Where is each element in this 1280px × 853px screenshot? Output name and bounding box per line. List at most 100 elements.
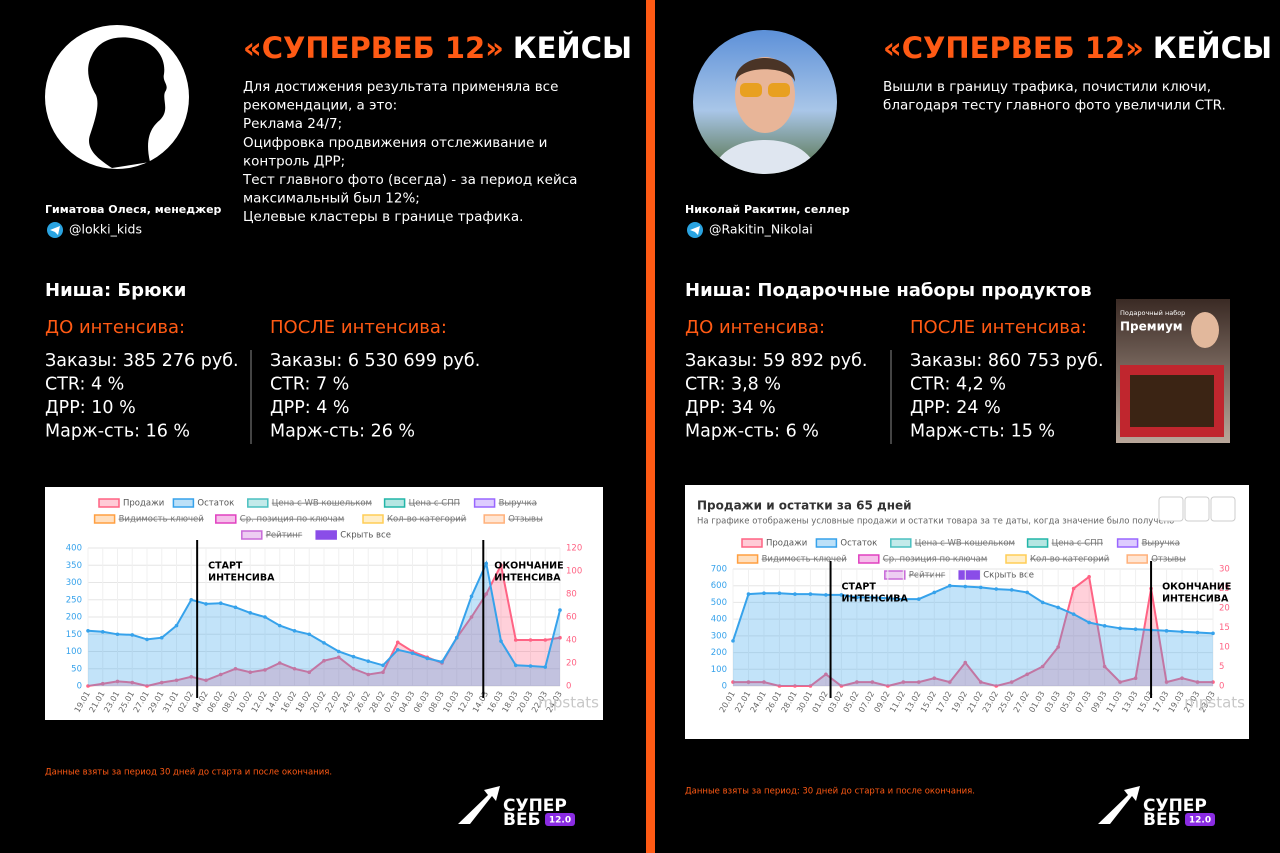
legend-swatch[interactable] bbox=[741, 538, 763, 548]
series-point bbox=[1025, 672, 1029, 677]
handle: @lokki_kids bbox=[69, 222, 142, 237]
legend-label[interactable]: Выручка bbox=[499, 499, 537, 509]
legend-swatch[interactable] bbox=[884, 570, 906, 580]
legend-swatch[interactable] bbox=[1126, 554, 1148, 564]
legend-swatch[interactable] bbox=[241, 530, 263, 540]
series-point bbox=[731, 680, 735, 684]
series-point bbox=[1180, 629, 1184, 634]
series-point bbox=[381, 670, 385, 674]
legend-label[interactable]: Кол-во категорий bbox=[1030, 555, 1109, 565]
y-tick-label: 300 bbox=[711, 631, 727, 641]
legend-label[interactable]: Скрыть все bbox=[983, 571, 1034, 581]
series-point bbox=[100, 630, 105, 634]
legend-label[interactable]: Цена с WB кошельком bbox=[272, 499, 372, 509]
chart-tool-button[interactable] bbox=[1210, 496, 1236, 522]
series-point bbox=[100, 681, 105, 686]
body-line: контроль ДРР; bbox=[243, 153, 345, 169]
legend-swatch[interactable] bbox=[247, 498, 269, 508]
legend-label[interactable]: Скрыть все bbox=[340, 531, 391, 541]
series-point bbox=[1211, 631, 1215, 636]
chart-tool-button[interactable] bbox=[1184, 496, 1210, 522]
legend-swatch[interactable] bbox=[1005, 554, 1027, 564]
logo-badge-text: 12.0 bbox=[1189, 816, 1211, 826]
legend-swatch[interactable] bbox=[315, 530, 337, 540]
legend-swatch[interactable] bbox=[93, 514, 116, 524]
series-point bbox=[978, 585, 983, 590]
legend-swatch[interactable] bbox=[98, 498, 120, 508]
y2-tick-label: 20 bbox=[566, 659, 577, 669]
series-point bbox=[762, 591, 766, 596]
legend-label[interactable]: Рейтинг bbox=[909, 571, 946, 581]
legend-label[interactable]: Продажи bbox=[123, 499, 164, 509]
legend-swatch[interactable] bbox=[1026, 538, 1049, 548]
annotation-text: ИНТЕНСИВА bbox=[842, 594, 909, 605]
legend-label[interactable]: Рейтинг bbox=[266, 531, 303, 541]
series-point bbox=[395, 647, 400, 652]
legend-label[interactable]: Остаток bbox=[840, 539, 877, 549]
series-point bbox=[469, 594, 474, 599]
watermark: mpstats bbox=[538, 694, 599, 712]
legend-swatch[interactable] bbox=[890, 538, 912, 548]
legend-swatch[interactable] bbox=[815, 538, 838, 548]
series-point bbox=[947, 583, 952, 588]
series-point bbox=[1087, 620, 1091, 625]
legend-label[interactable]: Выручка bbox=[1142, 539, 1180, 549]
person-name: Николай Ракитин, селлер bbox=[685, 203, 850, 216]
series-point bbox=[855, 680, 859, 684]
series-point bbox=[824, 672, 828, 677]
y-tick-label: 200 bbox=[66, 613, 82, 623]
series-point bbox=[248, 670, 253, 674]
legend-swatch[interactable] bbox=[383, 498, 406, 508]
y-tick-label: 600 bbox=[711, 581, 727, 591]
series-point bbox=[484, 592, 489, 596]
legend-swatch[interactable] bbox=[736, 554, 759, 564]
legend-label[interactable]: Цена с СПП bbox=[1052, 539, 1103, 549]
legend-label[interactable]: Цена с СПП bbox=[409, 499, 460, 509]
series-point bbox=[1009, 680, 1014, 684]
stats-line: Марж-сть: 15 % bbox=[910, 422, 1055, 442]
series-point bbox=[204, 602, 208, 606]
legend-label[interactable]: Отзывы bbox=[508, 515, 543, 525]
legend-label[interactable]: Кол-во категорий bbox=[387, 515, 466, 525]
series-point bbox=[218, 672, 223, 677]
stats-line: CTR: 4,2 % bbox=[910, 375, 1006, 395]
legend-swatch[interactable] bbox=[172, 498, 195, 508]
legend-label[interactable]: Видимость ключей bbox=[762, 555, 847, 565]
y-tick-label: 350 bbox=[66, 561, 82, 571]
series-point bbox=[932, 590, 937, 595]
series-point bbox=[381, 663, 385, 668]
legend-swatch[interactable] bbox=[362, 514, 384, 524]
legend-label[interactable]: Цена с WB кошельком bbox=[915, 539, 1015, 549]
legend-label[interactable]: Видимость ключей bbox=[119, 515, 204, 525]
y2-tick-label: 30 bbox=[1219, 565, 1230, 575]
legend-swatch[interactable] bbox=[483, 514, 505, 524]
legend-label[interactable]: Ср. позиция по ключам bbox=[883, 555, 988, 565]
handle: @Rakitin_Nikolai bbox=[709, 222, 813, 237]
legend-label[interactable]: Продажи bbox=[766, 539, 807, 549]
series-point bbox=[808, 684, 813, 688]
series-point bbox=[994, 684, 999, 688]
product-box-inner bbox=[1130, 375, 1214, 427]
legend-swatch[interactable] bbox=[858, 554, 880, 564]
y-tick-label: 500 bbox=[711, 598, 727, 608]
series-line bbox=[733, 575, 1213, 688]
y2-tick-label: 0 bbox=[1219, 682, 1224, 692]
legend-label[interactable]: Ср. позиция по ключам bbox=[240, 515, 344, 525]
body-line: Для достижения результата применяла все bbox=[243, 79, 558, 95]
title-rest: КЕЙСЫ bbox=[1153, 31, 1272, 65]
legend-swatch[interactable] bbox=[215, 514, 237, 524]
logo-badge-text: 12.0 bbox=[549, 816, 571, 826]
y-tick-label: 0 bbox=[722, 682, 727, 692]
legend-swatch[interactable] bbox=[958, 570, 980, 580]
legend-swatch[interactable] bbox=[1116, 538, 1139, 548]
legend-label[interactable]: Отзывы bbox=[1151, 555, 1186, 565]
series-point bbox=[901, 597, 906, 601]
series-point bbox=[901, 680, 906, 684]
series-point bbox=[351, 666, 356, 671]
chart-tool-button[interactable] bbox=[1158, 496, 1184, 522]
logo-top: СУПЕР bbox=[503, 796, 567, 816]
series-point bbox=[115, 679, 120, 684]
product-title: Премиум bbox=[1120, 320, 1183, 334]
legend-swatch[interactable] bbox=[473, 498, 496, 508]
legend-label[interactable]: Остаток bbox=[197, 499, 234, 509]
